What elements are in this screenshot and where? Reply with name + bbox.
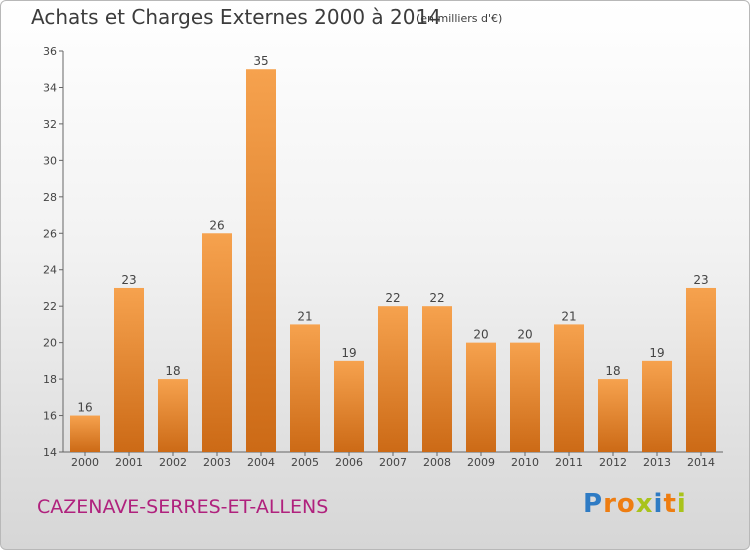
x-tick-label: 2003 bbox=[203, 456, 231, 469]
bar bbox=[510, 342, 540, 452]
bar bbox=[158, 379, 188, 452]
y-tick-label: 18 bbox=[43, 373, 57, 386]
x-tick-label: 2009 bbox=[467, 456, 495, 469]
x-tick-label: 2014 bbox=[687, 456, 715, 469]
y-tick-label: 34 bbox=[43, 81, 57, 94]
bar-value-label: 21 bbox=[561, 309, 576, 323]
logo-letter: i bbox=[653, 489, 664, 519]
x-tick-label: 2001 bbox=[115, 456, 143, 469]
y-tick-label: 20 bbox=[43, 337, 57, 350]
y-tick-label: 36 bbox=[43, 45, 57, 58]
x-tick-label: 2005 bbox=[291, 456, 319, 469]
bar bbox=[70, 415, 100, 452]
x-tick-label: 2013 bbox=[643, 456, 671, 469]
bar bbox=[334, 360, 364, 452]
logo-letter: o bbox=[616, 489, 636, 519]
bar bbox=[378, 306, 408, 452]
bar bbox=[290, 324, 320, 452]
bar-value-label: 22 bbox=[429, 291, 444, 305]
bar-value-label: 20 bbox=[473, 328, 488, 342]
y-tick-label: 16 bbox=[43, 410, 57, 423]
x-tick-label: 2002 bbox=[159, 456, 187, 469]
bar-value-label: 35 bbox=[253, 54, 268, 68]
x-tick-label: 2011 bbox=[555, 456, 583, 469]
x-tick-label: 2010 bbox=[511, 456, 539, 469]
logo-letter: t bbox=[663, 489, 677, 519]
y-tick-label: 14 bbox=[43, 446, 57, 459]
bar bbox=[246, 69, 276, 453]
chart-title: Achats et Charges Externes 2000 à 2014 bbox=[31, 5, 441, 29]
y-tick-label: 30 bbox=[43, 154, 57, 167]
bar-value-label: 23 bbox=[121, 273, 136, 287]
bar bbox=[466, 342, 496, 452]
y-tick-label: 28 bbox=[43, 191, 57, 204]
chart-subtitle: (en milliers d'€) bbox=[416, 12, 503, 25]
bar-value-label: 19 bbox=[649, 346, 664, 360]
y-tick-label: 32 bbox=[43, 118, 57, 131]
bar-value-label: 18 bbox=[165, 364, 180, 378]
x-tick-label: 2012 bbox=[599, 456, 627, 469]
y-tick-label: 26 bbox=[43, 227, 57, 240]
logo-letter: r bbox=[603, 489, 617, 519]
logo-letter: x bbox=[635, 489, 654, 519]
x-tick-label: 2007 bbox=[379, 456, 407, 469]
x-tick-label: 2004 bbox=[247, 456, 275, 469]
bar bbox=[202, 233, 232, 452]
bar bbox=[686, 287, 716, 452]
bar bbox=[114, 287, 144, 452]
bar-value-label: 18 bbox=[605, 364, 620, 378]
proxiti-logo: Proxiti bbox=[583, 489, 687, 519]
y-tick-label: 22 bbox=[43, 300, 57, 313]
logo-letter: P bbox=[583, 489, 604, 519]
bar-value-label: 21 bbox=[297, 309, 312, 323]
bar bbox=[642, 360, 672, 452]
x-tick-label: 2006 bbox=[335, 456, 363, 469]
bar bbox=[598, 379, 628, 452]
place-name: CAZENAVE-SERRES-ET-ALLENS bbox=[37, 496, 329, 518]
x-tick-label: 2000 bbox=[71, 456, 99, 469]
bar bbox=[422, 306, 452, 452]
bar-value-label: 23 bbox=[693, 273, 708, 287]
x-tick-label: 2008 bbox=[423, 456, 451, 469]
bar-value-label: 20 bbox=[517, 328, 532, 342]
y-tick-label: 24 bbox=[43, 264, 57, 277]
bar-value-label: 19 bbox=[341, 346, 356, 360]
bar-value-label: 22 bbox=[385, 291, 400, 305]
bar bbox=[554, 324, 584, 452]
bar-value-label: 26 bbox=[209, 218, 224, 232]
bar-value-label: 16 bbox=[77, 401, 92, 415]
logo-letter: i bbox=[676, 489, 687, 519]
